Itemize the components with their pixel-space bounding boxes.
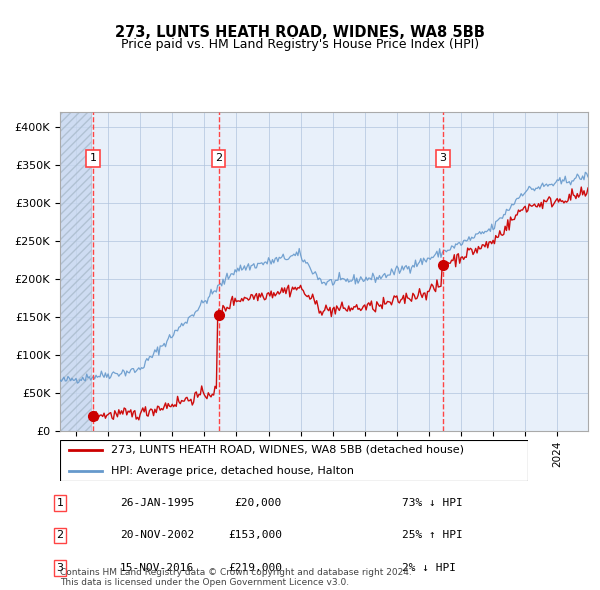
Text: 2: 2 xyxy=(56,530,64,540)
Text: HPI: Average price, detached house, Halton: HPI: Average price, detached house, Halt… xyxy=(112,466,355,476)
Text: 25% ↑ HPI: 25% ↑ HPI xyxy=(402,530,463,540)
Text: 3: 3 xyxy=(439,153,446,163)
Text: 15-NOV-2016: 15-NOV-2016 xyxy=(120,563,194,573)
Text: 2: 2 xyxy=(215,153,222,163)
Text: Price paid vs. HM Land Registry's House Price Index (HPI): Price paid vs. HM Land Registry's House … xyxy=(121,38,479,51)
Text: 1: 1 xyxy=(56,498,64,508)
Text: 3: 3 xyxy=(56,563,64,573)
Text: 73% ↓ HPI: 73% ↓ HPI xyxy=(402,498,463,508)
Text: 273, LUNTS HEATH ROAD, WIDNES, WA8 5BB (detached house): 273, LUNTS HEATH ROAD, WIDNES, WA8 5BB (… xyxy=(112,445,464,455)
Bar xyxy=(60,112,91,431)
Text: £20,000: £20,000 xyxy=(235,498,282,508)
FancyBboxPatch shape xyxy=(60,440,528,481)
Text: Contains HM Land Registry data © Crown copyright and database right 2024.
This d: Contains HM Land Registry data © Crown c… xyxy=(60,568,412,587)
Text: £219,000: £219,000 xyxy=(228,563,282,573)
Text: 1: 1 xyxy=(89,153,97,163)
Text: £153,000: £153,000 xyxy=(228,530,282,540)
Text: 273, LUNTS HEATH ROAD, WIDNES, WA8 5BB: 273, LUNTS HEATH ROAD, WIDNES, WA8 5BB xyxy=(115,25,485,40)
Text: 2% ↓ HPI: 2% ↓ HPI xyxy=(402,563,456,573)
Text: 20-NOV-2002: 20-NOV-2002 xyxy=(120,530,194,540)
Text: 26-JAN-1995: 26-JAN-1995 xyxy=(120,498,194,508)
